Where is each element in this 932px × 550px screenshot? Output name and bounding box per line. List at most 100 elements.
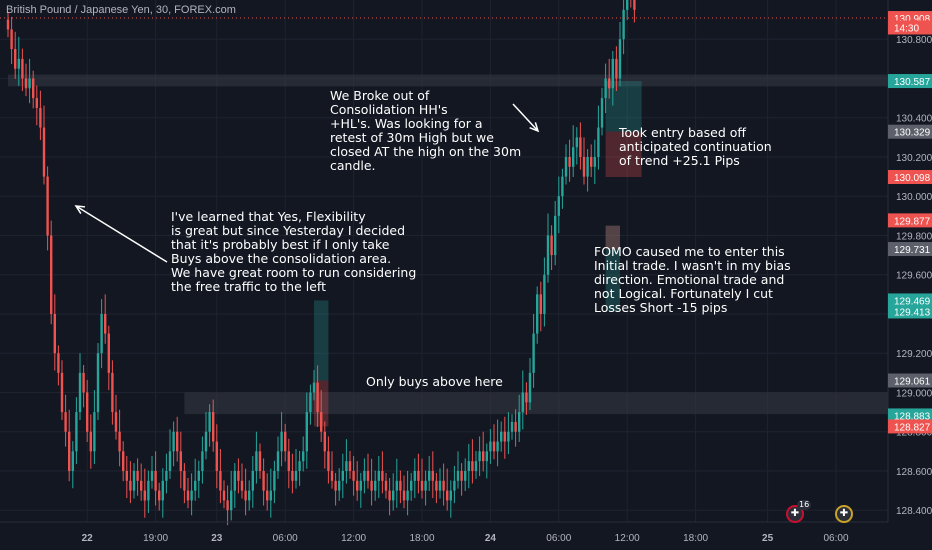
price-tag-label: 130.098 <box>894 173 931 184</box>
candle-body <box>518 412 521 432</box>
candle-body <box>312 382 316 393</box>
candle-body <box>539 294 542 314</box>
candle-body <box>266 490 269 501</box>
price-tag-label: 129.061 <box>894 377 931 388</box>
candle-body <box>550 235 553 256</box>
candle-body <box>273 470 276 491</box>
candle-body <box>366 470 370 481</box>
candle-body <box>464 470 467 481</box>
fomo-trade-stop <box>605 225 620 250</box>
time-tick-label: 06:00 <box>546 533 571 544</box>
candle-body <box>528 372 532 403</box>
candle-body <box>280 431 283 452</box>
candle-body <box>302 451 305 462</box>
candle-body <box>42 127 46 177</box>
candle-body <box>604 78 607 99</box>
candle-body <box>600 98 604 128</box>
candle-body <box>35 98 38 108</box>
candle-body <box>334 480 337 491</box>
candle-body <box>474 461 478 471</box>
flexibility-arrow-head <box>74 205 86 214</box>
time-tick-label: 18:00 <box>409 533 434 544</box>
price-tick-label: 129.000 <box>896 388 932 399</box>
price-tag-label: 130.329 <box>894 128 931 139</box>
candle-body <box>118 431 121 452</box>
candle-body <box>557 196 560 216</box>
time-tick-label: 12:00 <box>615 533 640 544</box>
price-tag-label: 129.877 <box>894 216 931 227</box>
candle-body <box>71 451 74 471</box>
entry-trade-stop <box>605 131 642 178</box>
candle-body <box>327 451 330 471</box>
candle-body <box>521 392 524 413</box>
price-tag <box>888 74 932 89</box>
candle-body <box>190 490 193 501</box>
price-tag-label: 129.731 <box>894 245 931 256</box>
candle-body <box>251 470 254 491</box>
candle-body <box>510 421 514 432</box>
candle-body <box>467 461 470 471</box>
candle-body <box>597 127 600 157</box>
candle-body <box>233 470 236 491</box>
price-axis-bg <box>888 0 932 550</box>
candle-body <box>32 78 35 99</box>
candle-body <box>248 490 251 501</box>
candle-body <box>64 412 67 432</box>
candle-body <box>399 480 402 491</box>
consolidation-zone <box>184 392 888 415</box>
candle-body <box>172 431 175 452</box>
candle-body <box>176 431 179 452</box>
candle-body <box>111 372 114 413</box>
candle-body <box>158 490 161 501</box>
time-tick-label: 06:00 <box>823 533 848 544</box>
candle-body <box>392 490 395 501</box>
breakout-arrow <box>512 103 539 132</box>
price-tag <box>888 419 932 434</box>
candle-body <box>262 470 265 491</box>
candle-body <box>53 313 56 354</box>
candle-body <box>590 156 593 167</box>
candle-body <box>388 490 391 501</box>
old-trade-target <box>314 300 329 381</box>
candle-body <box>608 78 611 89</box>
candle-body <box>370 480 373 491</box>
candle-body <box>626 0 629 10</box>
candle-body <box>140 480 143 491</box>
candle-body <box>356 480 359 491</box>
price-tag <box>888 304 932 319</box>
candle-body <box>323 431 326 452</box>
candle-body <box>86 392 89 432</box>
time-axis: 22 19:00 23 06:00 12:00 18:00 24 06:00 12:00 18:0… <box>0 521 888 544</box>
candle-body <box>107 333 110 373</box>
price-tick-label: 130.800 <box>896 35 932 46</box>
price-tick-label: 130.400 <box>896 114 932 125</box>
candle-body <box>564 156 568 177</box>
uk-flag-icon[interactable]: ✚ <box>835 505 853 523</box>
candle-body <box>125 470 128 481</box>
breakout-arrow-head <box>529 122 540 133</box>
candle-body <box>352 470 355 481</box>
candle-body <box>50 235 53 314</box>
candle-body <box>17 58 20 69</box>
candle-body <box>316 382 319 413</box>
price-tag-label: 128.883 <box>894 411 931 422</box>
candle-body <box>384 480 388 491</box>
candle-body <box>14 49 17 69</box>
price-tag-label: 129.469 <box>894 296 931 307</box>
candle-body <box>168 451 172 471</box>
candle-body <box>284 431 287 452</box>
candle-body <box>579 137 582 157</box>
candle-body <box>482 451 485 462</box>
candle-body <box>183 470 186 491</box>
candle-body <box>554 215 557 256</box>
candle-body <box>615 58 618 79</box>
candle-body <box>413 470 416 481</box>
fomo-annotation: FOMO caused me to enter this Initial tra… <box>594 244 791 315</box>
candle-body <box>438 480 442 491</box>
candle-body <box>244 490 247 501</box>
candle-body <box>24 78 28 89</box>
candle-body <box>496 441 499 452</box>
candle-body <box>93 412 96 452</box>
